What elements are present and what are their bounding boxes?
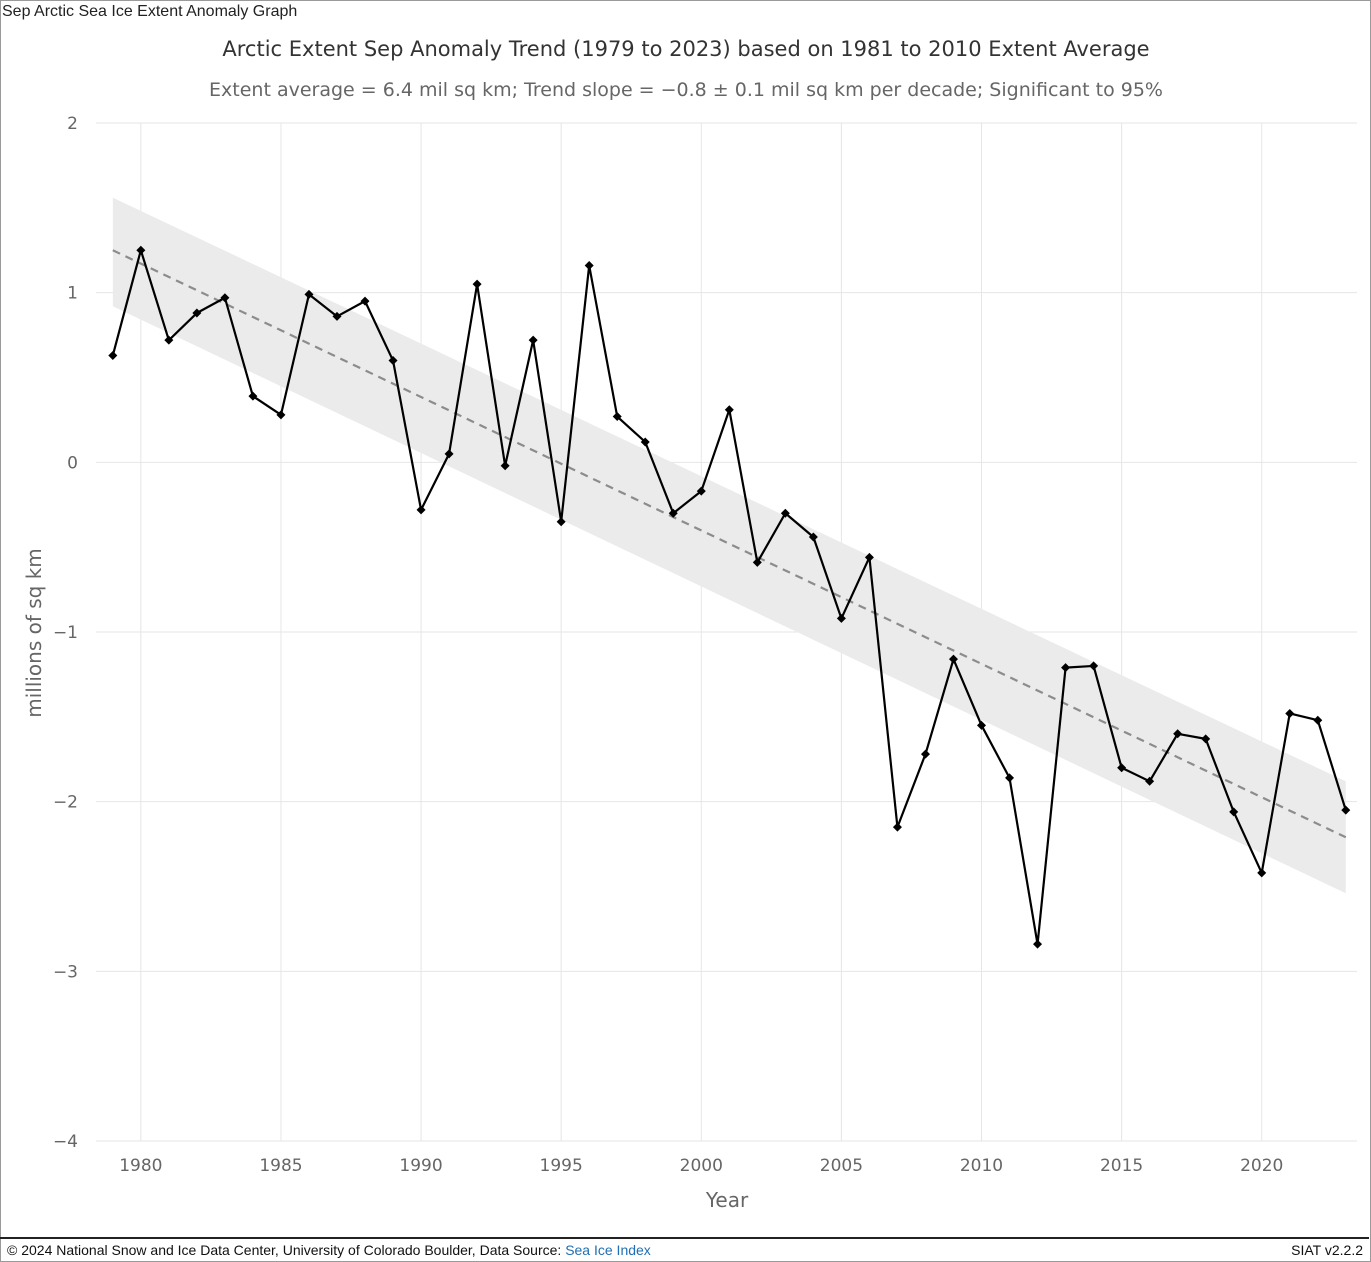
y-tick-label: 0 (67, 453, 78, 473)
data-point-marker (977, 720, 987, 730)
footer: © 2024 National Snow and Ice Data Center… (0, 1237, 1369, 1260)
grid-lines (96, 122, 1357, 1142)
x-tick-label: 1985 (259, 1156, 302, 1176)
data-point-marker (668, 508, 678, 518)
data-point-marker (164, 335, 174, 345)
data-point-marker (388, 356, 398, 366)
data-point-marker (304, 289, 314, 299)
data-point-marker (1117, 763, 1127, 773)
data-point-marker (1257, 868, 1267, 878)
x-tick-label: 2000 (680, 1156, 723, 1176)
data-point-marker (528, 335, 538, 345)
data-point-marker (640, 437, 650, 447)
data-point-marker (836, 613, 846, 623)
x-tick-label: 2015 (1100, 1156, 1143, 1176)
x-tick-label: 2005 (820, 1156, 863, 1176)
y-tick-label: 2 (67, 114, 78, 134)
data-point-marker (724, 405, 734, 415)
data-point-marker (276, 410, 286, 420)
data-point-marker (864, 552, 874, 562)
trend-line-group (112, 249, 1347, 839)
x-tick-label: 2020 (1240, 1156, 1283, 1176)
trend-line (112, 249, 1347, 839)
series-group (108, 245, 1351, 949)
version-label: SIAT v2.2.2 (1291, 1242, 1363, 1258)
y-axis-label: millions of sq km (22, 548, 46, 718)
data-point-marker (500, 461, 510, 471)
data-point-marker (1341, 805, 1351, 815)
y-tick-label: −3 (53, 962, 78, 982)
data-point-marker (556, 517, 566, 527)
data-point-marker (1229, 807, 1239, 817)
sea-ice-index-link[interactable]: Sea Ice Index (565, 1242, 651, 1258)
window-title: Sep Arctic Sea Ice Extent Anomaly Graph (2, 3, 298, 20)
data-point-marker (416, 505, 426, 515)
x-axis-ticks: 1980 1985 1990 1995 2000 2005 2010 2015 2020 (119, 1156, 1283, 1176)
data-point-marker (1201, 734, 1211, 744)
x-tick-label: 1990 (399, 1156, 442, 1176)
data-point-marker (472, 279, 482, 289)
confidence-band-area (112, 197, 1346, 894)
y-tick-label: −4 (53, 1132, 78, 1152)
copyright-text: © 2024 National Snow and Ice Data Center… (7, 1242, 566, 1258)
data-point-marker (948, 654, 958, 664)
data-point-marker (1313, 715, 1323, 725)
data-point-marker (808, 532, 818, 542)
y-tick-label: −1 (53, 623, 78, 643)
x-axis-label: Year (705, 1188, 749, 1212)
data-point-marker (248, 391, 258, 401)
y-tick-label: 1 (67, 284, 78, 304)
data-point-marker (892, 822, 902, 832)
x-tick-label: 2010 (960, 1156, 1003, 1176)
chart-subtitle: Extent average = 6.4 mil sq km; Trend sl… (209, 79, 1163, 101)
data-point-marker (1061, 663, 1071, 673)
data-point-marker (1005, 773, 1015, 783)
data-point-marker (136, 245, 146, 255)
data-point-marker (696, 486, 706, 496)
data-point-marker (920, 749, 930, 759)
data-point-marker (752, 557, 762, 567)
data-point-marker (332, 311, 342, 321)
data-point-marker (192, 308, 202, 318)
footer-credit: © 2024 National Snow and Ice Data Center… (7, 1242, 651, 1258)
data-point-marker (360, 296, 370, 306)
data-point-marker (108, 350, 118, 360)
data-point-marker (1285, 708, 1295, 718)
data-point-marker (1173, 729, 1183, 739)
y-axis-ticks: 2 1 0 −1 −2 −3 −4 (53, 114, 78, 1152)
x-tick-label: 1995 (540, 1156, 583, 1176)
data-point-marker (612, 412, 622, 422)
data-point-marker (584, 261, 594, 271)
x-tick-label: 1980 (119, 1156, 162, 1176)
data-point-marker (1089, 661, 1099, 671)
data-point-marker (780, 508, 790, 518)
data-point-marker (1145, 776, 1155, 786)
data-point-marker (220, 293, 230, 303)
data-point-marker (444, 449, 454, 459)
chart-title: Arctic Extent Sep Anomaly Trend (1979 to… (222, 37, 1149, 61)
confidence-band (112, 197, 1346, 894)
y-tick-label: −2 (53, 793, 78, 813)
data-point-marker (1033, 939, 1043, 949)
